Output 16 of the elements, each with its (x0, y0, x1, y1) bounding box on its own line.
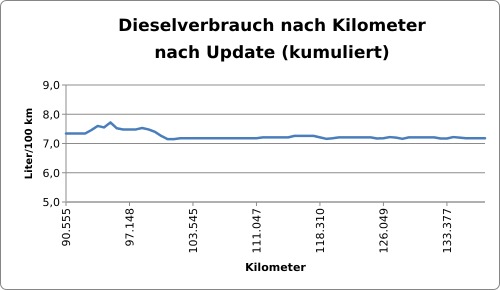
x-tick-label: 133.377 (440, 208, 454, 254)
x-axis-title: Kilometer (245, 261, 306, 274)
x-tick-label: 97.148 (123, 208, 136, 246)
y-tick-label: 7,0 (42, 138, 60, 150)
y-tick-label: 6,0 (42, 166, 60, 180)
x-tick-label: 90.555 (60, 208, 73, 246)
y-tick-label: 5,0 (42, 196, 60, 209)
x-tick-label: 118.310 (314, 208, 327, 254)
y-tick-label: 8,0 (42, 108, 60, 122)
x-tick-label: 126.049 (377, 208, 390, 254)
line-series (64, 121, 486, 140)
chart-title: Dieselverbrauch nach Kilometer nach Update (kumuliert) (118, 16, 426, 63)
y-axis-title: Liter/100 km (24, 108, 35, 180)
x-tick-label: 103.545 (186, 208, 200, 254)
x-tick-label: 111.047 (250, 208, 264, 254)
y-tick-label: 9,0 (42, 79, 60, 92)
